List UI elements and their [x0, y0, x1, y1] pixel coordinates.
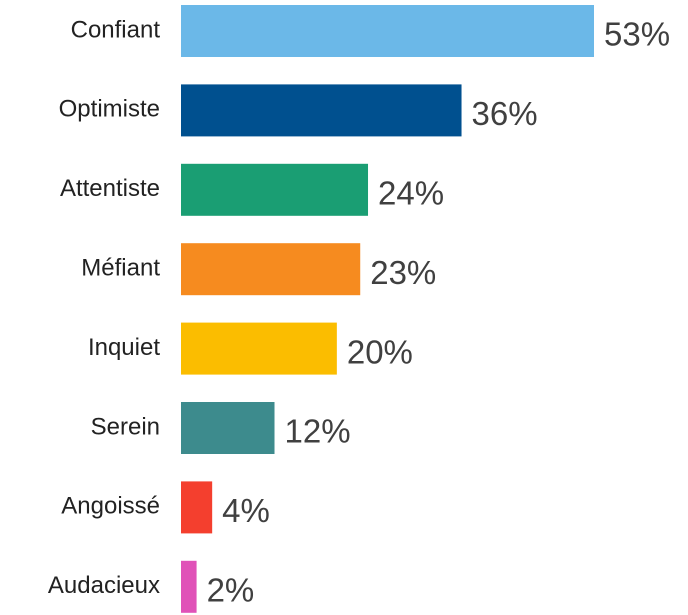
category-label: Méfiant [81, 255, 160, 282]
category-label: Angoissé [61, 493, 160, 520]
bar [181, 5, 594, 57]
value-label: 12% [285, 413, 351, 450]
category-label: Attentiste [60, 175, 160, 202]
bar [181, 243, 361, 296]
value-label: 4% [222, 492, 270, 529]
bar [181, 84, 462, 137]
bar [181, 481, 213, 534]
category-label: Inquiet [88, 334, 160, 361]
category-label: Optimiste [59, 96, 160, 123]
value-label: 53% [604, 16, 670, 53]
value-label: 20% [347, 333, 413, 370]
value-label: 24% [378, 175, 444, 212]
bar [181, 322, 337, 375]
category-label: Serein [91, 413, 160, 440]
value-label: 36% [472, 95, 538, 132]
category-label: Audacieux [48, 572, 160, 599]
bar [181, 163, 369, 216]
value-label: 2% [207, 572, 255, 609]
bar [181, 402, 275, 454]
value-label: 23% [370, 254, 436, 291]
bar [181, 560, 197, 613]
category-label: Confiant [71, 16, 161, 43]
